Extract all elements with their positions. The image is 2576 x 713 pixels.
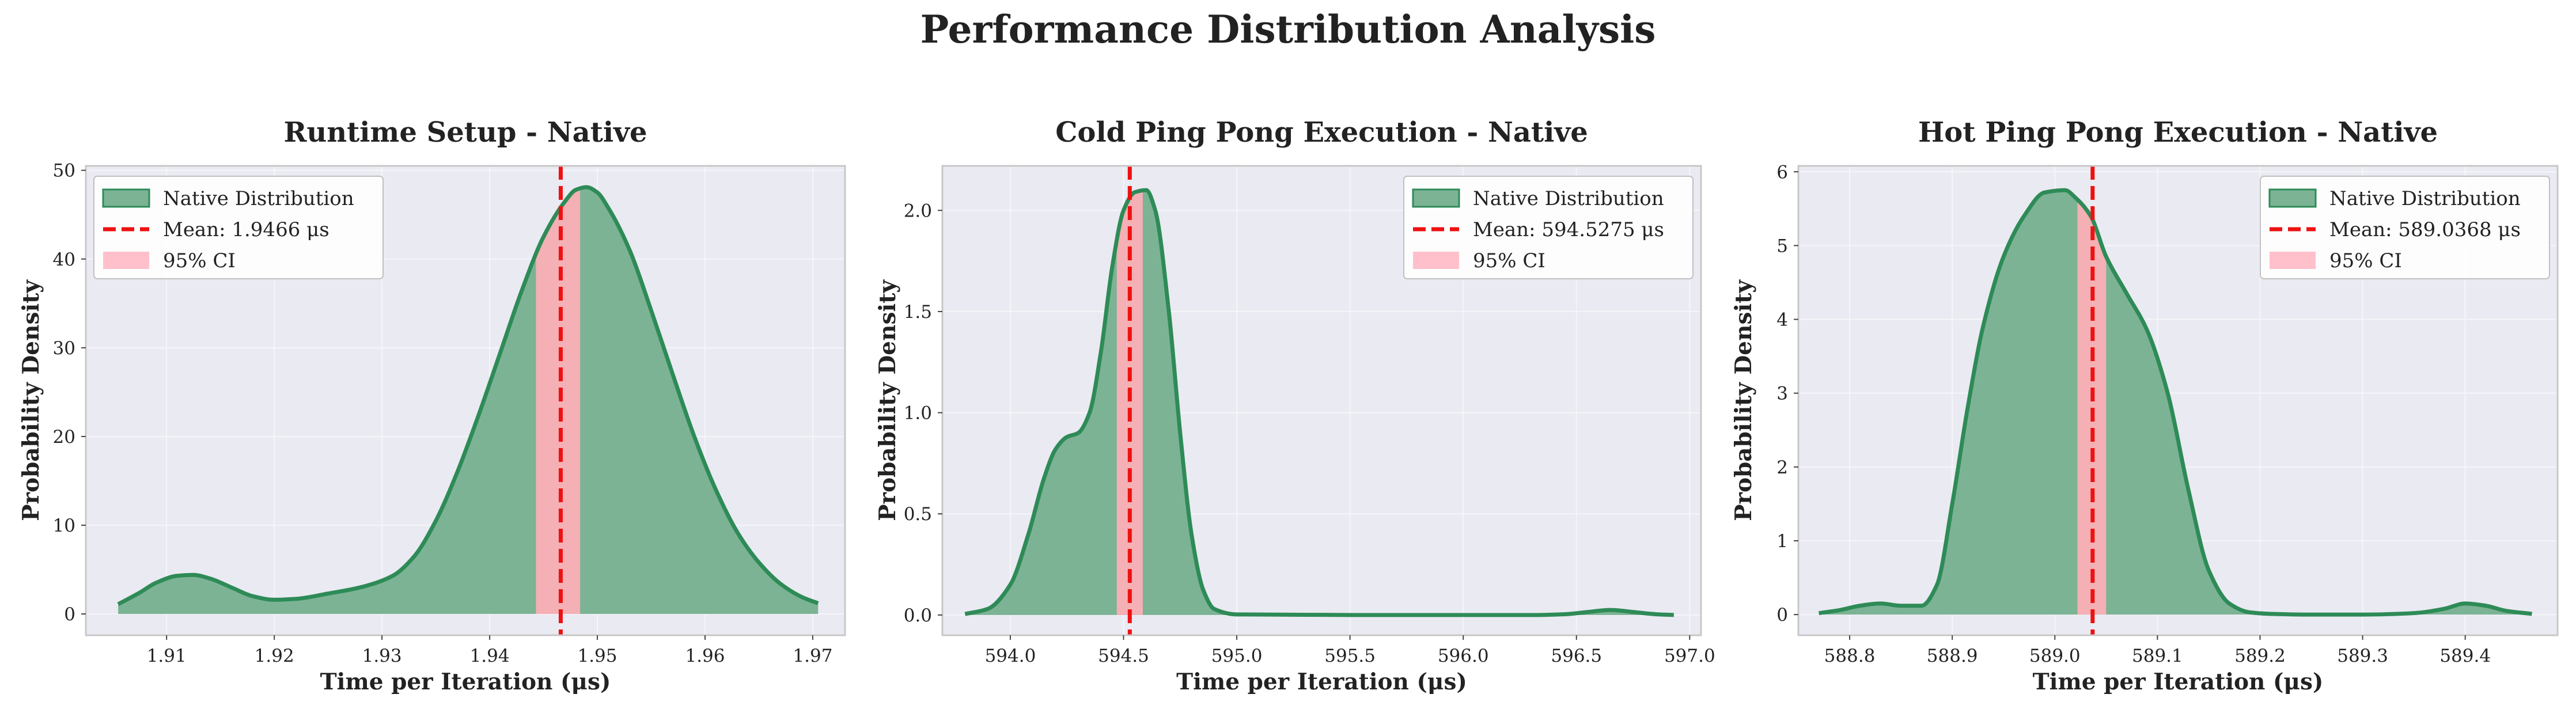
legend-label: Native Distribution	[1473, 187, 1664, 210]
y-tick-label: 2	[1776, 457, 1788, 478]
chart-panel-3: 588.8 588.9 589.0 589.1 589.2 589.3 589.4 0 1 2 3 4…	[1730, 116, 2559, 695]
x-tick-label: 588.9	[1927, 646, 1978, 666]
chart-panel-1: 1.91 1.92 1.93 1.94 1.95 1.96 1.97 0 10 20 30 40 50 R…	[18, 116, 846, 695]
legend-swatch-ci	[2270, 252, 2316, 269]
x-tick-label: 589.4	[2439, 646, 2491, 666]
x-axis-label: Time per Iteration (μs)	[1176, 669, 1467, 695]
y-tick-label: 10	[53, 515, 75, 536]
x-tick-label: 1.95	[577, 646, 617, 666]
y-tick-label: 2.0	[904, 200, 932, 221]
y-tick-label: 6	[1776, 162, 1788, 183]
chart-panel-2: 594.0 594.5 595.0 595.5 596.0 596.5 597.0 0.0 0.…	[874, 116, 1715, 695]
y-tick-label: 0.0	[904, 605, 932, 626]
ci-band	[536, 187, 581, 615]
legend-label: Mean: 589.0368 μs	[2329, 218, 2521, 241]
x-axis-label: Time per Iteration (μs)	[2033, 669, 2324, 695]
legend: Native Distribution Mean: 1.9466 μs 95% CI	[93, 176, 384, 279]
plot-content	[1819, 166, 2532, 635]
y-axis-label: Probability Density	[18, 279, 44, 521]
y-tick-label: 0.5	[904, 504, 932, 525]
chart-title: Cold Ping Pong Execution - Native	[1055, 116, 1588, 149]
plot-frame	[941, 165, 1702, 636]
y-axis-label: Probability Density	[874, 279, 901, 521]
legend-label: Mean: 594.5275 μs	[1473, 218, 1664, 241]
y-axis-label: Probability Density	[1730, 279, 1757, 521]
x-tick-label: 1.97	[793, 646, 832, 666]
density-area	[118, 187, 819, 615]
x-tick-label: 595.0	[1211, 646, 1263, 666]
legend-label: 95% CI	[163, 249, 236, 272]
x-tick-label: 594.0	[985, 646, 1036, 666]
legend-swatch-ci	[1413, 252, 1459, 269]
x-tick-label: 1.91	[147, 646, 187, 666]
y-tick-label: 1	[1776, 531, 1788, 552]
density-line	[964, 188, 1674, 617]
chart-title: Hot Ping Pong Execution - Native	[1918, 116, 2438, 149]
x-tick-label: 588.8	[1824, 646, 1876, 666]
x-tick-label: 1.93	[362, 646, 402, 666]
legend-box	[2260, 176, 2550, 279]
legend-label: Native Distribution	[2329, 187, 2521, 210]
y-tick-label: 1.5	[904, 302, 932, 323]
legend: Native Distribution Mean: 589.0368 μs 95% …	[2260, 176, 2550, 279]
x-tick-label: 595.5	[1324, 646, 1376, 666]
x-tick-label: 596.5	[1551, 646, 1602, 666]
x-tick-label: 589.1	[2132, 646, 2183, 666]
plot-content	[117, 166, 819, 635]
y-tick-label: 3	[1776, 384, 1788, 404]
chart-panels: 1.91 1.92 1.93 1.94 1.95 1.96 1.9701020304050R…	[18, 116, 2559, 695]
legend-label: 95% CI	[1473, 249, 1545, 272]
x-tick-label: 1.96	[685, 646, 725, 666]
x-tick-label: 1.94	[470, 646, 510, 666]
legend-swatch-distribution	[1412, 188, 1460, 208]
y-tick-label: 30	[53, 338, 75, 359]
y-tick-label: 0	[1776, 605, 1788, 625]
legend-swatch-ci	[103, 252, 149, 269]
y-tick-label: 50	[53, 161, 75, 181]
legend-box	[93, 176, 384, 279]
x-tick-label: 597.0	[1664, 646, 1715, 666]
ci-band	[2077, 190, 2107, 615]
y-tick-label: 20	[53, 427, 75, 447]
x-tick-label: 589.0	[2029, 646, 2081, 666]
x-axis-label: Time per Iteration (μs)	[320, 669, 611, 695]
y-tick-label: 40	[53, 249, 75, 270]
y-tick-label: 4	[1776, 310, 1788, 331]
plot-frame	[1797, 165, 2559, 636]
ci-band	[1116, 190, 1143, 615]
density-area	[1819, 190, 2532, 615]
legend-label: Mean: 1.9466 μs	[163, 218, 329, 241]
legend-swatch-distribution	[2268, 188, 2317, 208]
plot-frame	[85, 165, 846, 636]
plot-content	[964, 166, 1674, 635]
legend-box	[1403, 176, 1694, 279]
x-tick-label: 589.2	[2234, 646, 2286, 666]
density-line	[1819, 188, 2532, 617]
x-tick-label: 1.92	[255, 646, 294, 666]
density-line	[117, 185, 819, 606]
x-tick-label: 596.0	[1438, 646, 1489, 666]
y-tick-label: 1.0	[904, 403, 932, 424]
figure-title: Performance Distribution Analysis	[920, 7, 1656, 52]
legend-swatch-distribution	[102, 188, 150, 208]
legend-label: 95% CI	[2329, 249, 2402, 272]
x-tick-label: 589.3	[2337, 646, 2388, 666]
legend: Native Distribution Mean: 594.5275 μs 95% …	[1403, 176, 1694, 279]
legend-label: Native Distribution	[163, 187, 354, 210]
chart-title: Runtime Setup - Native	[283, 116, 647, 149]
x-tick-label: 594.5	[1098, 646, 1149, 666]
y-tick-label: 5	[1776, 236, 1788, 256]
y-tick-label: 0	[64, 604, 75, 625]
